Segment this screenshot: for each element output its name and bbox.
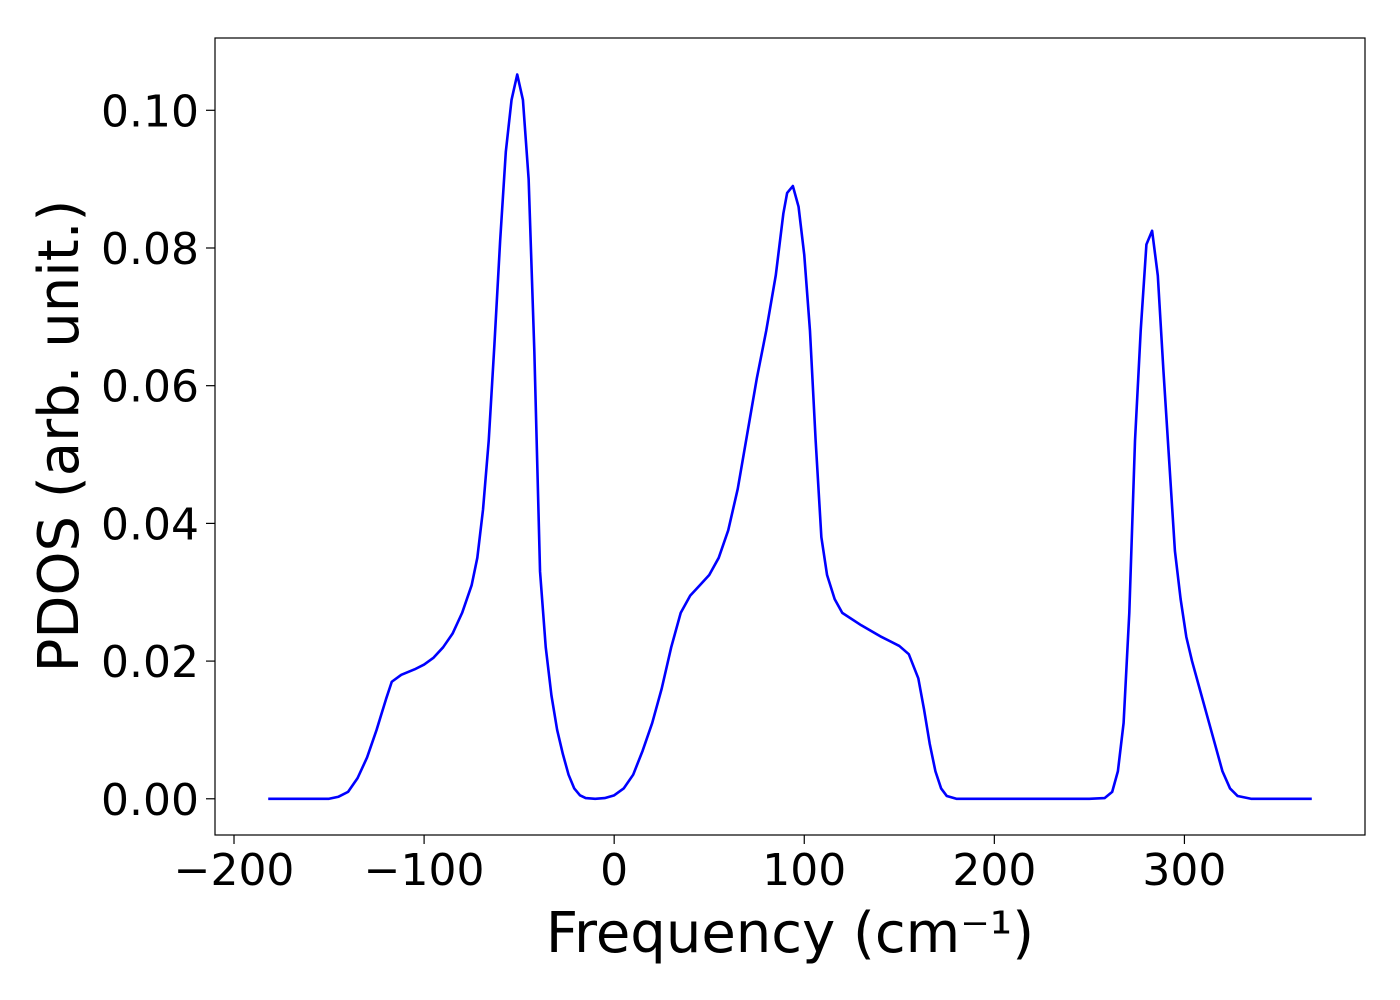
x-tick-label: 300 [1142, 845, 1226, 896]
x-tick-label: 200 [952, 845, 1036, 896]
x-tick-label: −100 [364, 845, 485, 896]
x-axis-label: Frequency (cm⁻¹) [546, 901, 1034, 966]
y-tick-label: 0.10 [101, 86, 199, 137]
x-tick-label: −200 [174, 845, 295, 896]
x-tick-label: 0 [600, 845, 628, 896]
y-tick-label: 0.04 [101, 499, 199, 550]
x-tick-label: 100 [762, 845, 846, 896]
plot-frame [214, 37, 1366, 836]
y-tick-label: 0.00 [101, 775, 199, 826]
y-tick-label: 0.08 [101, 224, 199, 275]
y-axis-label: PDOS (arb. unit.) [27, 200, 92, 673]
y-tick-label: 0.02 [101, 637, 199, 688]
pdos-line [268, 73, 1312, 801]
y-tick-label: 0.06 [101, 362, 199, 413]
